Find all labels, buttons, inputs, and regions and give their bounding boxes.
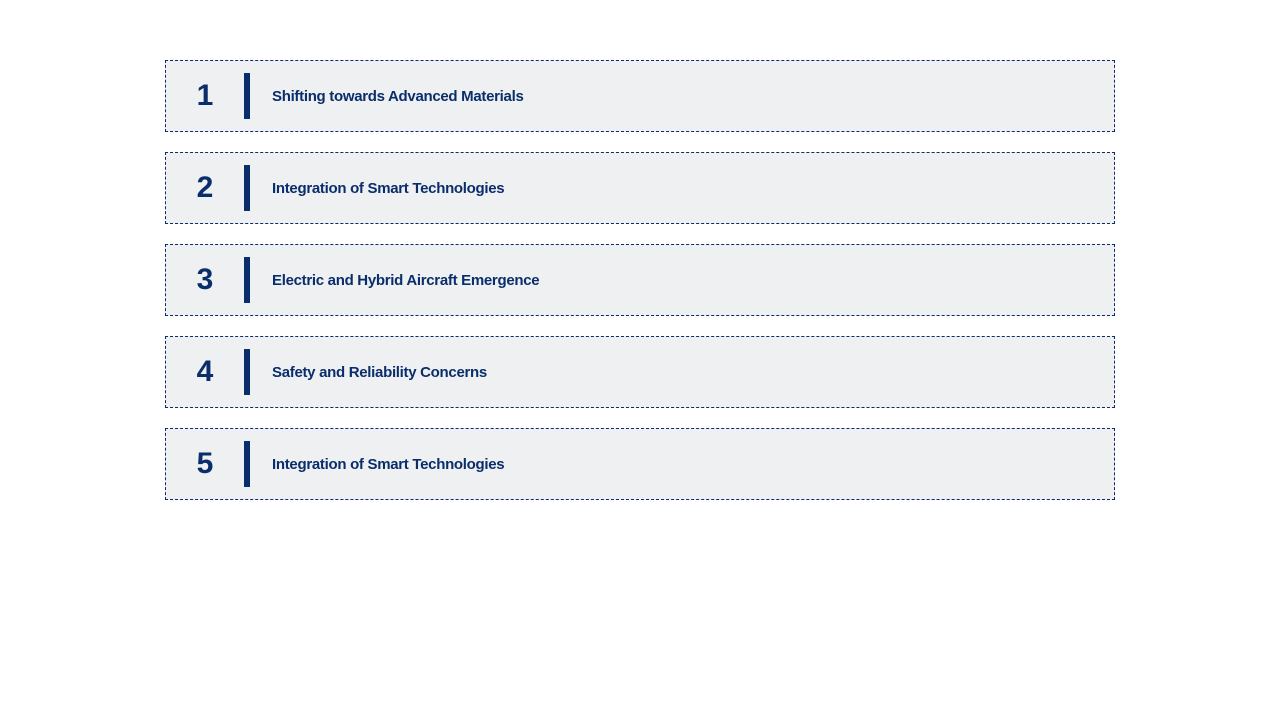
list-item: 5 Integration of Smart Technologies: [165, 428, 1115, 500]
item-label: Shifting towards Advanced Materials: [250, 88, 524, 105]
item-number: 5: [166, 447, 244, 481]
item-number: 4: [166, 355, 244, 389]
item-number: 3: [166, 263, 244, 297]
item-label: Safety and Reliability Concerns: [250, 364, 487, 381]
item-label: Integration of Smart Technologies: [250, 180, 504, 197]
item-label: Integration of Smart Technologies: [250, 456, 504, 473]
item-label: Electric and Hybrid Aircraft Emergence: [250, 272, 539, 289]
list-container: 1 Shifting towards Advanced Materials 2 …: [0, 0, 1280, 500]
item-number: 1: [166, 79, 244, 113]
list-item: 3 Electric and Hybrid Aircraft Emergence: [165, 244, 1115, 316]
item-number: 2: [166, 171, 244, 205]
list-item: 4 Safety and Reliability Concerns: [165, 336, 1115, 408]
list-item: 1 Shifting towards Advanced Materials: [165, 60, 1115, 132]
list-item: 2 Integration of Smart Technologies: [165, 152, 1115, 224]
